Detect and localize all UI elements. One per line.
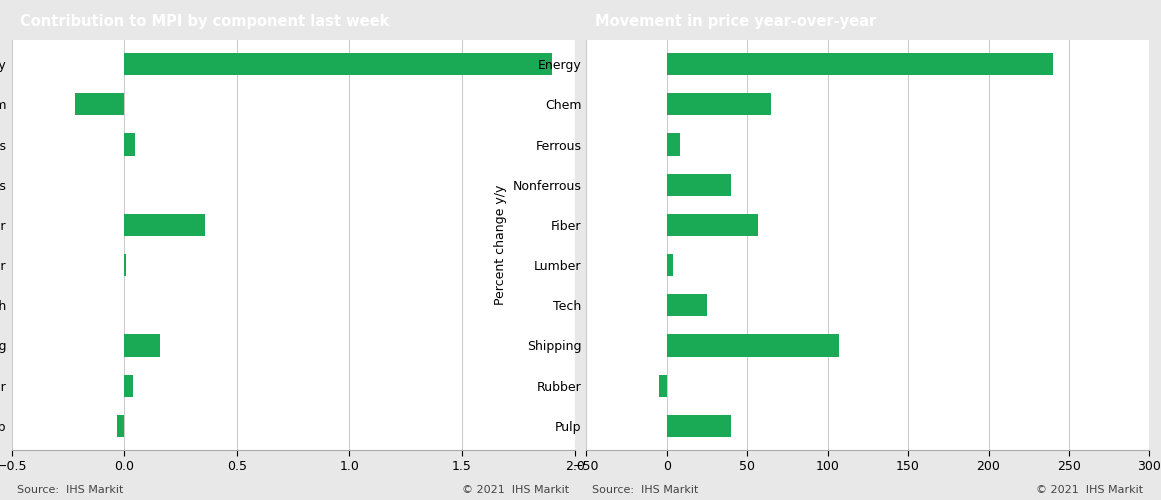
Text: Source:  IHS Markit: Source: IHS Markit: [17, 485, 124, 495]
Bar: [658, 374, 666, 396]
Bar: [124, 134, 136, 156]
Bar: [666, 94, 771, 116]
Bar: [666, 214, 758, 236]
Bar: [74, 94, 124, 116]
Bar: [124, 214, 205, 236]
Text: © 2021  IHS Markit: © 2021 IHS Markit: [1037, 485, 1144, 495]
Text: Contribution to MPI by component last week: Contribution to MPI by component last we…: [20, 14, 389, 29]
Bar: [666, 174, 731, 196]
Y-axis label: Percent change y/y: Percent change y/y: [495, 185, 507, 305]
Bar: [666, 53, 1053, 75]
Bar: [666, 294, 707, 316]
Bar: [666, 334, 839, 356]
Text: Movement in price year-over-year: Movement in price year-over-year: [594, 14, 877, 29]
Bar: [124, 334, 160, 356]
Bar: [117, 415, 124, 437]
Bar: [124, 53, 553, 75]
Bar: [124, 254, 127, 276]
Text: © 2021  IHS Markit: © 2021 IHS Markit: [462, 485, 569, 495]
Bar: [666, 254, 673, 276]
Bar: [666, 134, 679, 156]
Bar: [666, 415, 731, 437]
Bar: [124, 374, 134, 396]
Text: Source:  IHS Markit: Source: IHS Markit: [592, 485, 699, 495]
